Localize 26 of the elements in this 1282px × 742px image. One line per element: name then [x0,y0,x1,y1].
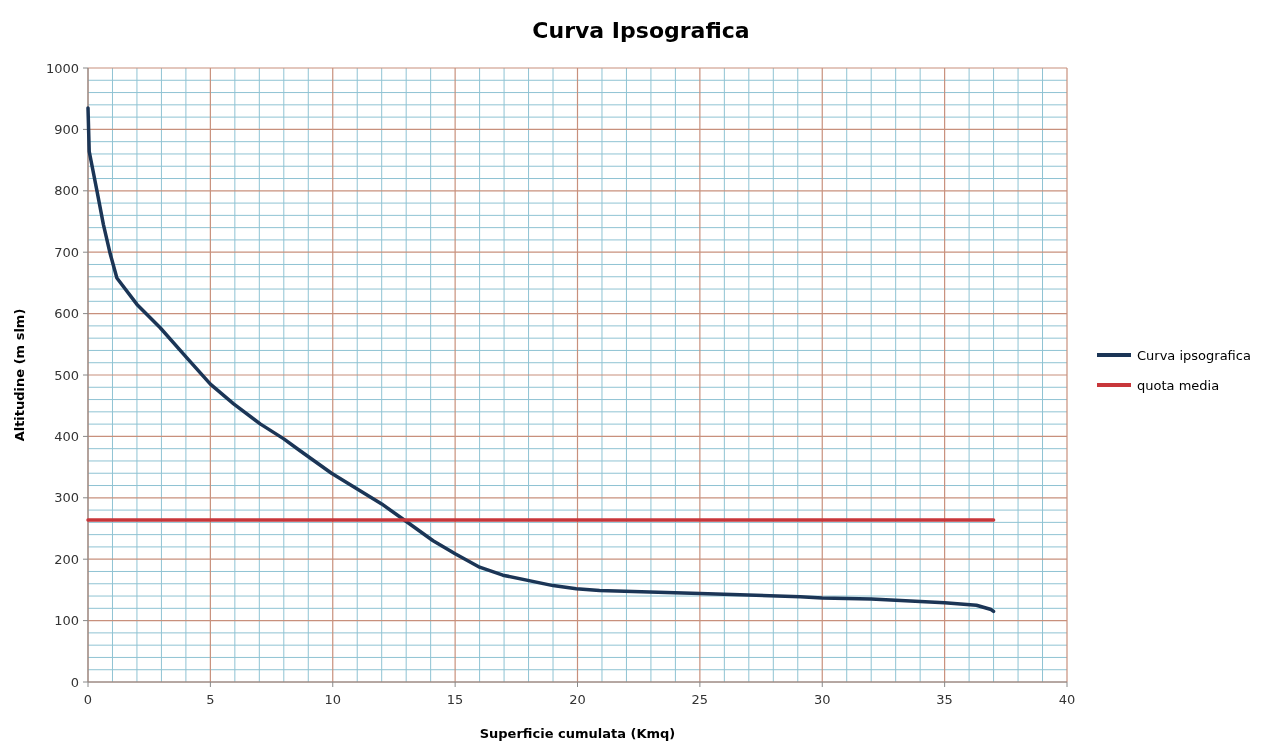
legend-label: Curva ipsografica [1137,348,1251,363]
y-tick-label: 700 [54,244,79,260]
y-tick-label: 200 [54,551,79,567]
x-tick-label: 0 [83,692,93,707]
chart-title: Curva Ipsografica [532,18,750,43]
x-tick-label: 40 [1058,692,1076,707]
legend-label: quota media [1137,378,1220,393]
y-tick-label: 600 [54,306,79,322]
y-tick-label: 900 [54,121,79,137]
x-tick-label: 35 [936,692,953,707]
y-tick-label: 500 [54,367,79,383]
y-tick-label: 400 [54,428,79,444]
x-tick-label: 15 [446,692,464,707]
y-tick-label: 800 [54,183,79,199]
line-series [86,106,996,614]
x-tick-label: 30 [813,692,831,707]
x-tick-label: 25 [691,692,709,707]
y-tick-label: 0 [70,674,79,690]
x-tick-label: 5 [206,692,215,707]
y-tick-label: 1000 [45,60,79,76]
y-tick-label: 300 [54,490,79,506]
y-axis-title: Altitudine (m slm) [12,308,27,442]
x-axis-title: Superficie cumulata (Kmq) [479,726,676,741]
y-tick-label: 100 [54,613,79,629]
x-tick-label: 10 [324,692,342,707]
x-tick-label: 20 [569,692,586,707]
